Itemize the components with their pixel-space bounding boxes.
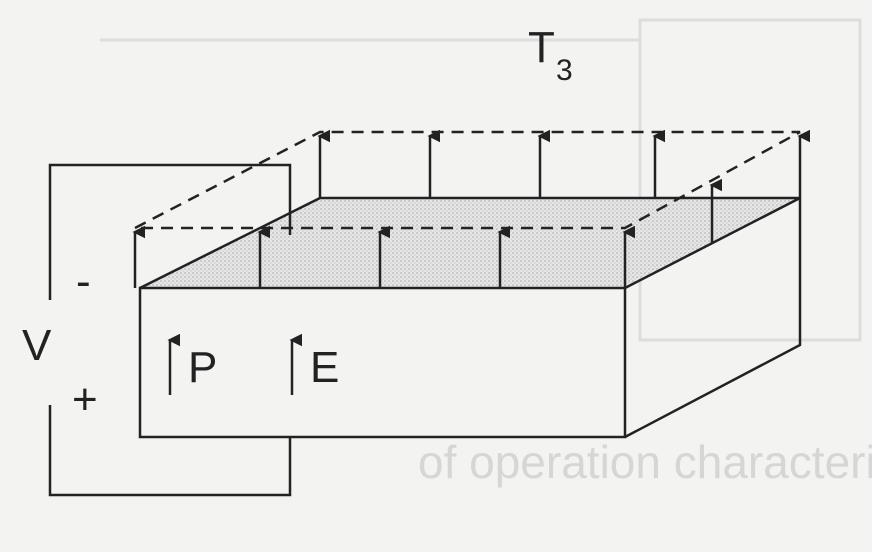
voltage-label: V [22, 321, 52, 370]
stress-label: T [528, 23, 555, 72]
inner-arrows [167, 333, 302, 395]
minus-label: - [76, 257, 91, 306]
field-label: E [310, 343, 339, 392]
stress-arrows [132, 129, 810, 288]
ghost-lines [100, 18, 862, 342]
stress-subscript: 3 [556, 54, 573, 87]
top-face [140, 198, 800, 288]
plus-label: + [72, 375, 98, 424]
polarization-label: P [188, 343, 217, 392]
circuit-wire [48, 163, 292, 497]
bleed-text: of operation characterized by: [418, 436, 872, 488]
